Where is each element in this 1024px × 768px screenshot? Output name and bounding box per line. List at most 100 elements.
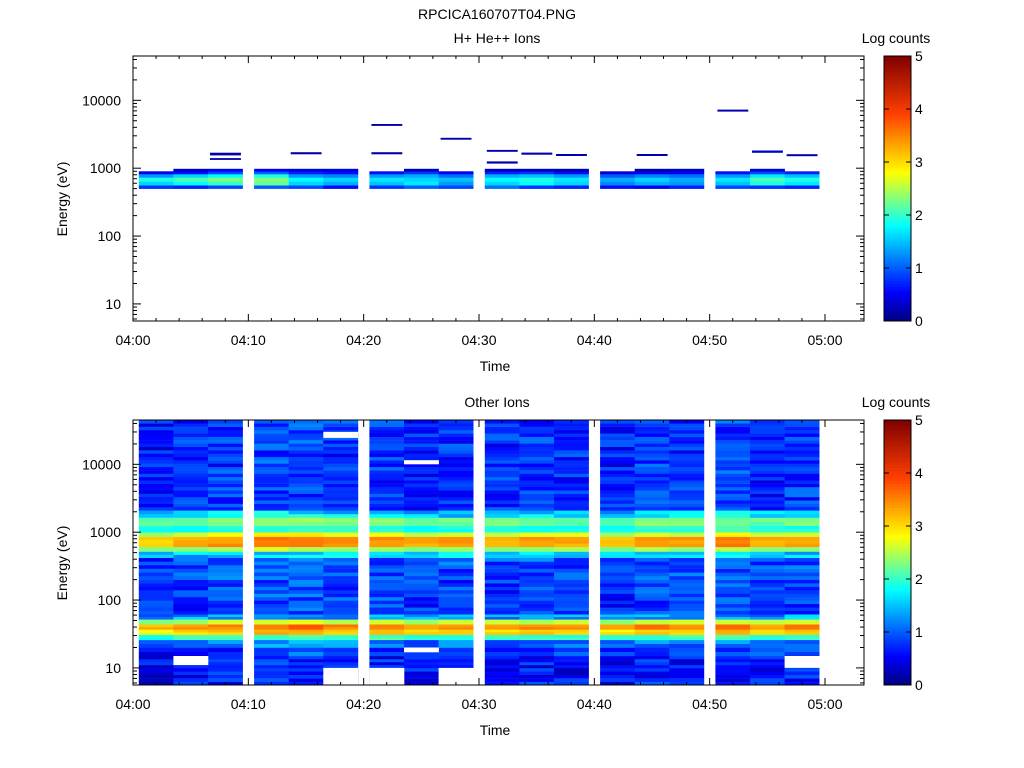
heatmap-cell xyxy=(369,637,405,641)
colorbar-segment xyxy=(884,504,911,508)
heatmap-cell xyxy=(554,423,589,427)
heatmap-cell xyxy=(784,480,820,484)
heatmap-cell xyxy=(484,486,520,491)
heatmap-cell xyxy=(254,493,289,498)
heatmap-cell xyxy=(784,590,820,594)
heatmap-cell xyxy=(600,532,635,537)
heatmap-cell xyxy=(669,572,705,577)
heatmap-cell xyxy=(519,603,555,608)
heatmap-cell xyxy=(138,586,174,591)
y-tick-label: 100 xyxy=(98,228,122,244)
colorbar-segment xyxy=(884,616,911,620)
heatmap-cell xyxy=(750,423,785,427)
heatmap-cell xyxy=(784,185,820,189)
heatmap-cell xyxy=(254,171,289,175)
heatmap-cell xyxy=(208,540,243,544)
heatmap-cell xyxy=(438,440,474,444)
heatmap-cell xyxy=(369,656,405,660)
heatmap-cell xyxy=(750,473,785,478)
heatmap-cell xyxy=(404,521,439,526)
heatmap-cell xyxy=(669,600,705,605)
colorbar-segment xyxy=(884,502,911,506)
heatmap-cell xyxy=(669,493,705,498)
heatmap-cell xyxy=(519,546,555,552)
heatmap-cell xyxy=(519,551,555,555)
heatmap-cell xyxy=(750,546,785,552)
heatmap-cell xyxy=(208,507,243,511)
heatmap-cell xyxy=(173,671,209,675)
heatmap-cell xyxy=(634,507,670,511)
heatmap-cell xyxy=(173,619,209,625)
x-tick-label: 04:10 xyxy=(231,696,266,712)
heatmap-cell xyxy=(288,486,324,491)
heatmap-cell xyxy=(554,634,589,638)
x-tick-label: 04:30 xyxy=(461,696,496,712)
heatmap-cell xyxy=(750,500,785,504)
heatmap-cell xyxy=(288,656,324,660)
heatmap-cell xyxy=(173,443,209,447)
heatmap-cell xyxy=(323,624,359,628)
colorbar-segment xyxy=(884,624,911,628)
heatmap-cell xyxy=(173,551,209,555)
colorbar-segment xyxy=(884,56,911,60)
colorbar-segment xyxy=(884,435,911,439)
heatmap-cell xyxy=(519,661,555,666)
heatmap-cell xyxy=(438,483,474,488)
heatmap-cell xyxy=(715,181,751,186)
heatmap-cell xyxy=(600,443,635,447)
heatmap-cell xyxy=(784,546,820,552)
heatmap-cell xyxy=(208,626,243,630)
heatmap-cell xyxy=(254,540,289,544)
heatmap-cell xyxy=(288,614,324,617)
colorbar-segment xyxy=(884,87,911,91)
heatmap-cell xyxy=(254,440,289,444)
heatmap-cell xyxy=(600,528,635,533)
heatmap-cell xyxy=(288,532,324,537)
heatmap-cell xyxy=(784,453,820,458)
heatmap-cell xyxy=(323,656,359,660)
heatmap-cell xyxy=(254,667,289,672)
heatmap-cell xyxy=(669,579,705,584)
heatmap-cell xyxy=(288,181,324,186)
heatmap-cell xyxy=(288,610,324,615)
heatmap-cell xyxy=(600,619,635,625)
heatmap-cell xyxy=(404,616,439,620)
heatmap-cell xyxy=(784,470,820,474)
heatmap-cell xyxy=(715,596,751,601)
colorbar-segment xyxy=(884,101,911,105)
heatmap-cell xyxy=(138,637,174,641)
colorbar-segment xyxy=(884,305,911,309)
heatmap-cell xyxy=(438,590,474,594)
heatmap-cell xyxy=(750,667,785,672)
heatmap-cell xyxy=(173,596,209,601)
heatmap-cell xyxy=(438,572,474,577)
heatmap-cell xyxy=(784,443,820,447)
heatmap-cell xyxy=(138,443,174,447)
heatmap-cell xyxy=(138,576,174,580)
heatmap-cell xyxy=(669,463,705,468)
colorbar-segment xyxy=(884,639,911,643)
heatmap-cell xyxy=(438,607,474,611)
heatmap-cell xyxy=(438,517,474,522)
heatmap-cell xyxy=(634,525,670,530)
heatmap-cell xyxy=(138,171,174,175)
heatmap-cell xyxy=(634,177,670,182)
heatmap-cell xyxy=(438,600,474,605)
heatmap-cell xyxy=(404,561,439,566)
heatmap-cell xyxy=(288,521,324,526)
heatmap-cell xyxy=(438,463,474,468)
heatmap-cell xyxy=(519,671,555,675)
heatmap-cell xyxy=(554,619,589,625)
heatmap-cell xyxy=(404,436,439,441)
heatmap-cell xyxy=(438,624,474,628)
heatmap-cell xyxy=(438,503,474,508)
heatmap-cell xyxy=(369,473,405,478)
heatmap-cell xyxy=(173,496,209,501)
figure-title: RPCICA160707T04.PNG xyxy=(418,6,576,22)
colorbar-segment xyxy=(884,116,911,120)
heatmap-cell xyxy=(254,629,289,633)
heatmap-cell xyxy=(519,554,555,558)
heatmap-cell xyxy=(484,466,520,471)
heatmap-cell xyxy=(669,557,705,562)
